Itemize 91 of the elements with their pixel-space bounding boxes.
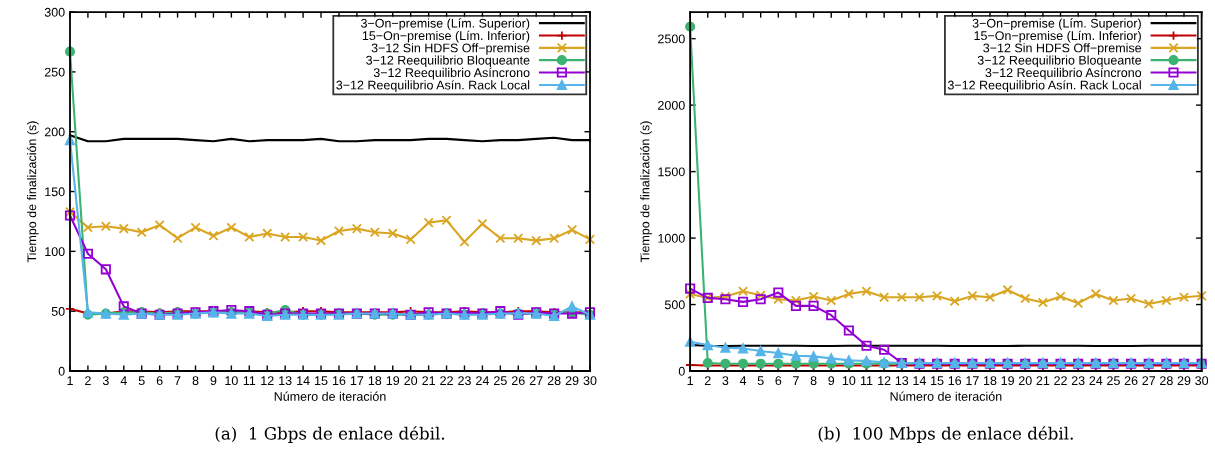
x-tick-label: 7 <box>174 376 181 385</box>
x-tick-label: 14 <box>297 376 310 385</box>
x-tick-label: 16 <box>948 376 962 386</box>
x-tick-label: 14 <box>913 376 927 385</box>
y-tick-label: 50 <box>51 306 65 316</box>
x-tick-label: 23 <box>1071 376 1085 386</box>
x-tick-label: 17 <box>966 376 979 385</box>
x-tick-label: 20 <box>1018 376 1032 386</box>
y-tick-label: 2500 <box>658 34 685 44</box>
text: (a) 1 Gbps de enlace débil. <box>215 426 445 443</box>
y-tick-label: 1000 <box>658 233 685 243</box>
y-tick-label: 300 <box>44 7 65 17</box>
legend-label: 3−12 Sin HDFS Off−premise <box>983 43 1142 55</box>
x-tick-label: 22 <box>440 376 453 385</box>
x-tick-label: 20 <box>404 376 418 386</box>
x-tick-label: 21 <box>422 376 435 385</box>
x-tick-label: 4 <box>739 376 747 385</box>
x-tick-label: 5 <box>757 376 764 386</box>
x-tick-label: 18 <box>368 376 382 386</box>
x-axis-title: Número de iteración <box>274 391 386 401</box>
x-tick-label: 10 <box>842 376 856 386</box>
x-tick-label: 9 <box>828 376 835 386</box>
y-tick-label: 2000 <box>658 100 685 110</box>
x-tick-label: 11 <box>860 376 873 385</box>
x-tick-label: 15 <box>931 376 944 386</box>
y-tick-label: 100 <box>45 247 65 257</box>
x-tick-label: 28 <box>1160 376 1173 386</box>
x-tick-label: 21 <box>1036 376 1050 385</box>
y-tick-label: 0 <box>58 366 65 376</box>
legend-label: 3−12 Reequilibrio Bloqueante <box>977 55 1142 68</box>
x-tick-label: 25 <box>494 376 507 386</box>
x-tick-label: 26 <box>1124 376 1138 386</box>
x-tick-label: 29 <box>565 376 579 386</box>
y-tick-label: 500 <box>664 300 685 310</box>
x-tick-label: 27 <box>1142 376 1156 385</box>
legend-label: 3−12 Sin HDFS Off−premise <box>371 43 530 55</box>
text: (b) 100 Mbps de enlace débil. <box>818 426 1073 443</box>
x-tick-label: 13 <box>895 376 909 386</box>
legend-label: 3−12 Reequilibrio Asín. Rack Local <box>947 80 1141 92</box>
x-tick-label: 10 <box>225 376 238 386</box>
x-tick-label: 6 <box>775 376 782 386</box>
x-tick-label: 18 <box>983 376 997 386</box>
y-axis-title: Tiempo de finalización (s) <box>640 121 652 263</box>
x-tick-label: 13 <box>279 376 292 386</box>
legend-label: 15−On−premise (Lím. Inferior) <box>974 30 1141 43</box>
x-tick-label: 24 <box>1089 376 1103 385</box>
x-tick-label: 24 <box>476 376 489 385</box>
x-tick-label: 12 <box>261 376 274 385</box>
x-tick-label: 11 <box>243 376 256 385</box>
x-tick-label: 15 <box>315 376 328 386</box>
x-tick-label: 1 <box>687 376 693 385</box>
legend-label: 3−12 Reequilibrio Asín. Rack Local <box>336 80 530 92</box>
x-tick-label: 8 <box>810 376 817 386</box>
x-tick-label: 29 <box>1177 376 1191 386</box>
y-tick-label: 0 <box>678 366 685 376</box>
x-tick-label: 22 <box>1054 376 1067 385</box>
legend-label: 3−On−premise (Lím. Superior) <box>360 18 530 31</box>
x-tick-label: 3 <box>722 376 729 386</box>
x-tick-label: 4 <box>120 376 127 385</box>
x-tick-label: 28 <box>547 376 561 386</box>
x-tick-label: 19 <box>386 376 400 386</box>
x-tick-label: 27 <box>529 376 543 385</box>
x-tick-label: 26 <box>511 376 525 386</box>
x-tick-label: 9 <box>210 376 217 386</box>
x-tick-label: 2 <box>704 376 711 385</box>
x-tick-label: 2 <box>85 376 91 385</box>
x-tick-label: 12 <box>878 376 891 385</box>
x-tick-label: 30 <box>1195 376 1209 386</box>
x-tick-label: 25 <box>1107 376 1120 386</box>
x-tick-label: 8 <box>192 376 199 386</box>
x-tick-label: 6 <box>156 376 163 386</box>
y-axis-title: Tiempo de finalización (s) <box>26 121 39 263</box>
x-tick-label: 3 <box>102 376 109 386</box>
y-tick-label: 1500 <box>658 167 685 177</box>
y-tick-label: 150 <box>45 187 65 197</box>
x-tick-label: 30 <box>583 376 597 386</box>
x-tick-label: 1 <box>67 376 73 385</box>
x-tick-label: 19 <box>1001 376 1014 386</box>
legend-label: 3−12 Reequilibrio Asíncrono <box>985 67 1142 80</box>
legend-label: 3−On−premise (Lím. Superior) <box>972 18 1141 31</box>
y-tick-label: 200 <box>44 127 65 137</box>
legend-label: 3−12 Reequilibrio Asíncrono <box>373 67 530 80</box>
y-tick-label: 250 <box>44 67 65 77</box>
x-tick-label: 16 <box>332 376 346 386</box>
legend-label: 15−On−premise (Lím. Inferior) <box>362 30 530 43</box>
x-tick-label: 23 <box>458 376 471 386</box>
x-tick-label: 7 <box>793 376 799 385</box>
x-tick-label: 17 <box>350 376 364 385</box>
x-axis-title: Número de iteración <box>890 391 1002 401</box>
legend-label: 3−12 Reequilibrio Bloqueante <box>366 55 530 68</box>
x-tick-label: 5 <box>138 376 145 386</box>
